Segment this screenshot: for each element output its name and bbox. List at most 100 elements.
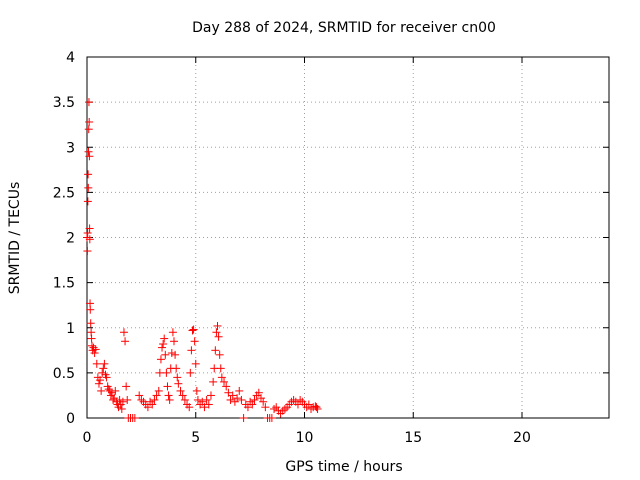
data-point — [164, 391, 173, 400]
data-point — [97, 386, 106, 395]
data-point — [222, 382, 231, 391]
data-points — [83, 98, 322, 422]
data-point — [83, 197, 92, 206]
tick-marks — [86, 56, 609, 419]
data-point — [191, 359, 200, 368]
data-point — [213, 321, 222, 330]
y-tick-label: 3 — [66, 140, 75, 156]
data-point — [173, 373, 182, 382]
data-point — [91, 345, 100, 354]
data-point — [272, 403, 281, 412]
data-point — [267, 414, 276, 422]
data-point — [130, 414, 139, 422]
y-tick-label: 1 — [66, 321, 75, 337]
data-point — [178, 391, 187, 400]
data-point — [167, 349, 176, 358]
data-point — [230, 397, 239, 406]
data-point — [137, 395, 146, 404]
tick-labels: 0 0.5 1 1.5 2 2.5 3 3.5 4 0 5 10 15 20 — [53, 50, 531, 446]
data-point — [87, 334, 96, 343]
data-point — [211, 346, 220, 355]
data-point — [98, 368, 107, 377]
data-point — [100, 359, 109, 368]
data-point — [92, 359, 101, 368]
data-point — [248, 400, 257, 409]
data-point — [104, 385, 113, 394]
data-point — [239, 414, 248, 422]
data-point — [143, 403, 152, 412]
data-point — [204, 400, 213, 409]
data-point — [115, 395, 124, 404]
y-tick-label: 0 — [66, 411, 75, 427]
data-point — [254, 388, 263, 397]
data-point — [159, 339, 168, 348]
data-point — [108, 388, 117, 397]
data-point — [123, 395, 132, 404]
data-point — [217, 373, 226, 382]
data-point — [84, 98, 93, 107]
data-point — [83, 228, 92, 237]
data-point — [176, 386, 185, 395]
data-point — [226, 395, 235, 404]
data-point — [174, 379, 183, 388]
data-point — [200, 403, 209, 412]
y-tick-label: 1.5 — [53, 276, 75, 292]
data-point — [90, 349, 99, 358]
y-tick-label: 2.5 — [53, 185, 75, 201]
data-point — [202, 395, 211, 404]
data-point — [165, 395, 174, 404]
data-point — [192, 386, 201, 395]
data-point — [270, 404, 279, 413]
data-point — [84, 125, 93, 134]
data-point — [243, 403, 252, 412]
data-point — [220, 377, 229, 386]
data-point — [193, 395, 202, 404]
data-point — [189, 325, 198, 334]
data-point — [85, 117, 94, 126]
data-point — [85, 152, 94, 161]
data-point — [156, 355, 165, 364]
data-point — [186, 368, 195, 377]
data-point — [160, 334, 169, 343]
data-point — [261, 403, 270, 412]
x-tick-label: 15 — [404, 430, 422, 446]
data-point — [96, 376, 105, 385]
data-point — [86, 319, 95, 328]
data-point — [228, 391, 237, 400]
data-point — [209, 377, 218, 386]
data-point — [296, 395, 305, 404]
data-point — [117, 404, 126, 413]
data-point — [85, 224, 94, 233]
data-point — [188, 326, 197, 335]
data-point — [148, 400, 157, 409]
data-point — [161, 350, 170, 359]
data-point — [216, 364, 225, 373]
data-point — [150, 395, 159, 404]
data-point — [84, 170, 93, 179]
data-point — [122, 382, 131, 391]
data-point — [94, 379, 103, 388]
data-point — [237, 395, 246, 404]
y-tick-label: 0.5 — [53, 366, 75, 382]
data-point — [215, 350, 224, 359]
data-point — [313, 404, 322, 413]
data-point — [280, 404, 289, 413]
data-point — [172, 364, 181, 373]
data-point — [206, 391, 215, 400]
chart-title: Day 288 of 2024, SRMTID for receiver cn0… — [192, 20, 496, 36]
data-point — [250, 395, 259, 404]
data-point — [214, 332, 223, 341]
data-point — [83, 247, 92, 256]
data-point — [154, 386, 163, 395]
data-point — [121, 337, 130, 346]
data-point — [171, 350, 180, 359]
x-axis-label: GPS time / hours — [285, 459, 402, 475]
data-point — [259, 397, 268, 406]
data-point — [224, 388, 233, 397]
data-point — [86, 305, 95, 314]
data-point — [84, 147, 93, 156]
data-point — [135, 391, 144, 400]
grid-lines — [87, 57, 609, 418]
data-point — [99, 364, 108, 373]
